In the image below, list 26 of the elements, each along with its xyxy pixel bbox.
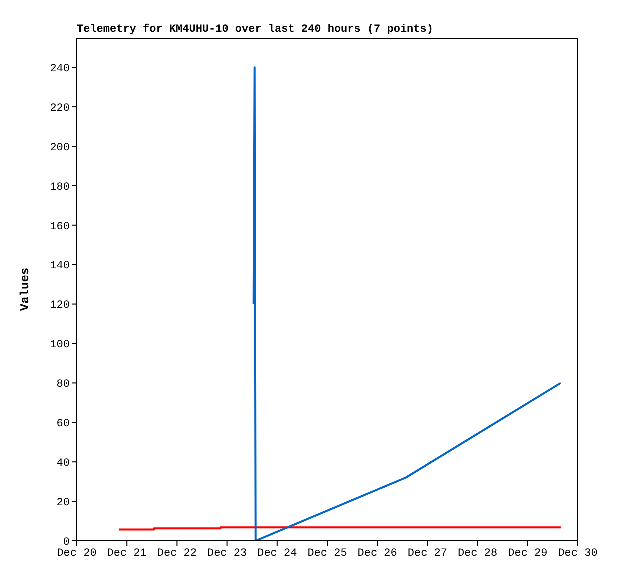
- y-tick-label: 180: [50, 182, 70, 194]
- x-tick-label: Dec 29: [508, 548, 548, 560]
- x-tick-label: Dec 23: [207, 548, 248, 560]
- y-tick-label: 200: [50, 142, 70, 154]
- y-tick-label: 120: [50, 300, 70, 312]
- y-tick-label: 40: [56, 458, 70, 470]
- y-tick-label: 20: [56, 497, 70, 510]
- y-tick-label: 100: [50, 340, 70, 352]
- chart-title: Telemetry for KM4UHU-10 over last 240 hours (7 points): [77, 24, 434, 36]
- x-tick-label: Dec 30: [558, 548, 598, 560]
- x-tick-label: Dec 22: [157, 548, 198, 560]
- x-tick-label: Dec 20: [57, 548, 97, 560]
- y-tick-label: 60: [56, 418, 70, 431]
- y-tick-label: 240: [50, 63, 70, 76]
- x-tick-label: Dec 25: [308, 548, 348, 560]
- y-tick-label: 220: [50, 102, 70, 115]
- x-tick-label: Dec 27: [408, 548, 448, 560]
- y-tick-label: 0: [63, 536, 70, 549]
- x-tick-label: Dec 21: [107, 548, 148, 560]
- x-tick-label: Dec 24: [258, 548, 298, 560]
- y-axis-title: Values: [18, 268, 32, 312]
- x-tick-label: Dec 28: [458, 548, 498, 560]
- y-tick-label: 140: [50, 260, 70, 273]
- y-tick-label: 160: [50, 221, 70, 234]
- x-tick-label: Dec 26: [358, 548, 398, 560]
- y-tick-label: 80: [56, 379, 70, 392]
